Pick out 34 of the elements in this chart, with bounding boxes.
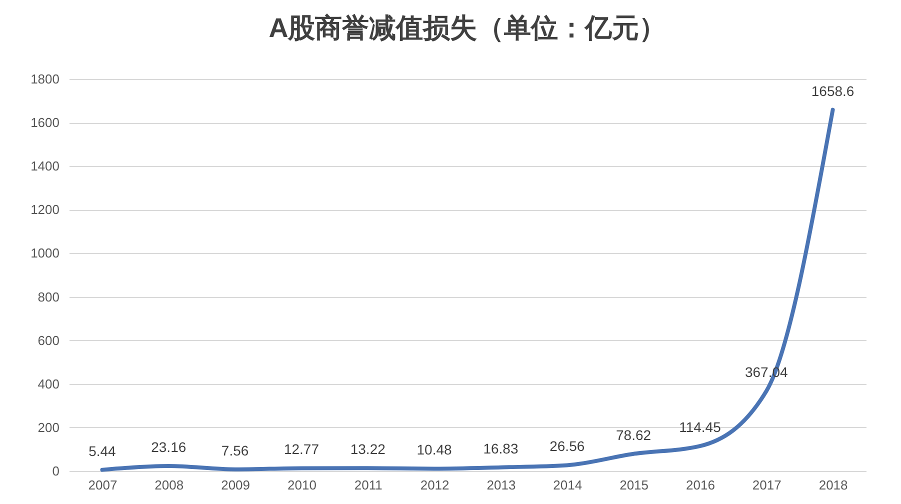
- y-tick-label: 1400: [30, 158, 60, 174]
- x-tick-label: 2016: [686, 478, 715, 492]
- y-tick-label: 1600: [30, 115, 60, 130]
- y-tick-label: 400: [38, 376, 60, 392]
- data-label: 12.77: [284, 441, 320, 458]
- x-tick-label: 2013: [486, 478, 516, 492]
- data-label: 16.83: [483, 440, 518, 456]
- data-label: 5.44: [88, 442, 116, 459]
- x-tick-label: 2011: [354, 478, 382, 492]
- data-label: 78.62: [616, 426, 652, 443]
- y-tick-label: 0: [52, 464, 60, 478]
- data-label: 1658.6: [811, 82, 854, 99]
- data-label: 7.56: [221, 442, 249, 458]
- chart-title: A股商誉减值损失（单位：亿元）: [268, 13, 666, 43]
- x-tick-label: 2012: [420, 478, 450, 492]
- data-label: 23.16: [151, 438, 186, 455]
- x-tick-label: 2010: [287, 478, 316, 492]
- x-tick-label: 2009: [221, 478, 250, 492]
- y-tick-label: 800: [38, 289, 60, 304]
- data-label: 114.45: [679, 419, 722, 436]
- x-tick-label: 2014: [553, 478, 582, 492]
- x-tick-label: 2017: [752, 478, 782, 492]
- y-tick-label: 1800: [30, 72, 60, 86]
- x-tick-label: 2015: [620, 478, 649, 492]
- y-tick-label: 1000: [30, 246, 60, 261]
- x-tick-label: 2008: [154, 478, 184, 492]
- x-tick-label: 2018: [818, 478, 848, 492]
- y-tick-label: 600: [38, 332, 60, 348]
- data-label: 13.22: [350, 441, 386, 458]
- x-tick-label: 2007: [88, 478, 118, 492]
- data-label: 10.48: [416, 442, 452, 458]
- data-label: 26.56: [550, 438, 585, 454]
- y-tick-label: 1200: [30, 202, 60, 218]
- y-tick-label: 200: [38, 420, 60, 435]
